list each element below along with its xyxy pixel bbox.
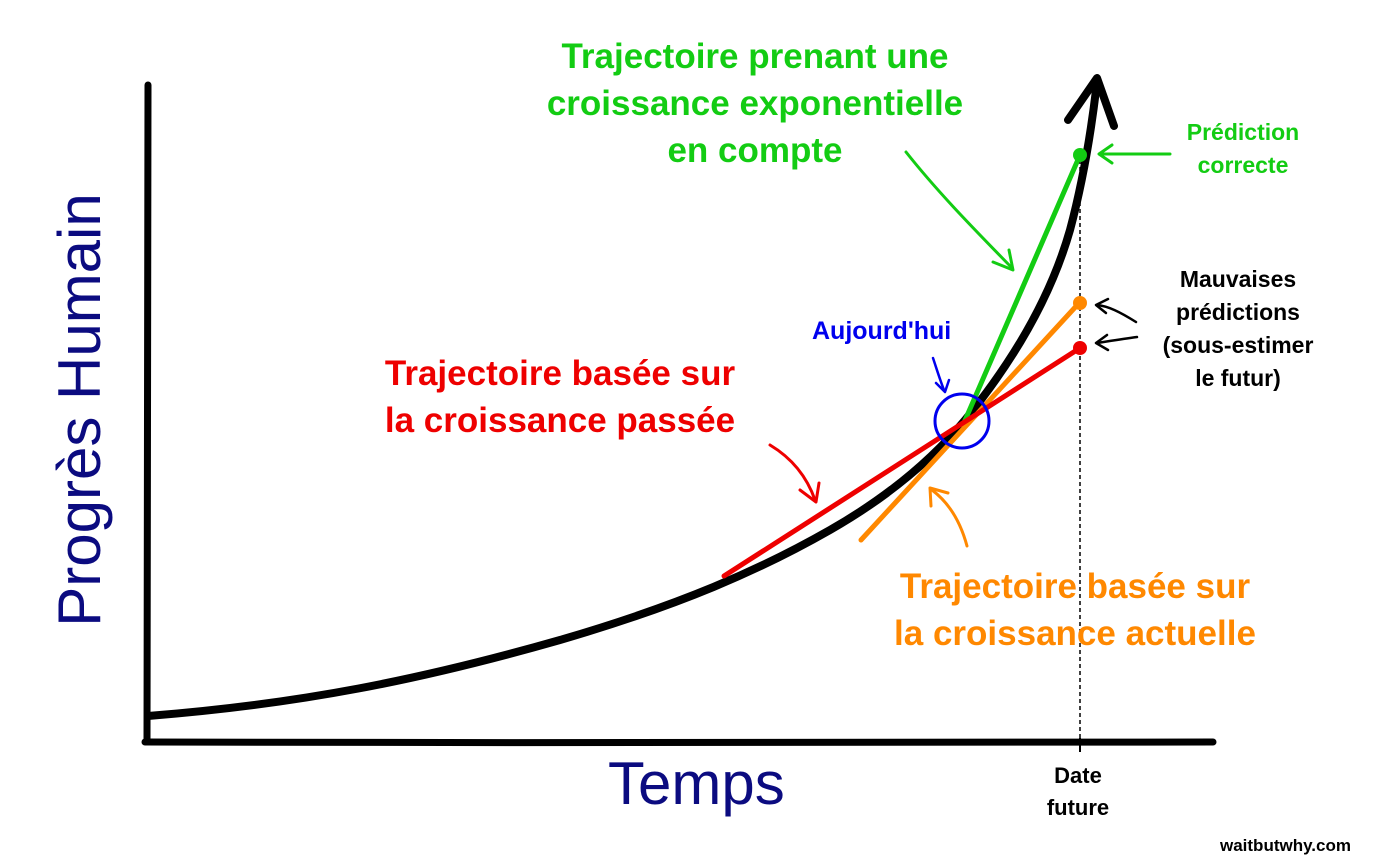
past-trajectory-label: Trajectoire basée sur la croissance pass… (330, 350, 790, 444)
bad-predictions-label: Mauvaises prédictions (sous-estimer le f… (1138, 263, 1338, 395)
bad-prediction-arrow-1 (1095, 303, 1138, 324)
correct-prediction-label: Prédiction correcte (1163, 116, 1323, 182)
red-pointer-arrow (768, 443, 817, 502)
green-pointer-arrow (904, 150, 1014, 270)
current-label-line-2: la croissance actuelle (894, 614, 1256, 653)
progress-curve (144, 86, 1100, 720)
bad-prediction-arrowhead-1 (1094, 297, 1110, 315)
current-trajectory-label: Trajectoire basée sur la croissance actu… (845, 563, 1305, 657)
past-label-line-2: la croissance passée (384, 401, 736, 440)
correct-prediction-arrowhead (1097, 143, 1114, 165)
current-label-line-1: Trajectoire basée sur (899, 567, 1251, 606)
current-prediction-point (1073, 296, 1087, 310)
curve-arrowhead (1064, 74, 1118, 130)
y-axis-title: Progrès Humain (46, 193, 113, 627)
correct-prediction-line-2: correcte (1197, 152, 1289, 178)
past-label-line-1: Trajectoire basée sur (384, 354, 736, 393)
orange-pointer-arrowhead (928, 486, 950, 508)
bad-predictions-line-4: le futur) (1195, 365, 1281, 391)
green-pointer-arrowhead (991, 248, 1015, 272)
bad-predictions-line-1: Mauvaises (1179, 266, 1297, 292)
x-axis (141, 738, 1217, 747)
exponential-label-line-3: en compte (667, 131, 843, 170)
bad-predictions-line-3: (sous-estimer (1162, 332, 1314, 358)
exponential-trajectory-label: Trajectoire prenant une croissance expon… (500, 33, 1010, 174)
x-axis-title: Temps (608, 750, 785, 817)
future-date-label-line-2: future (1046, 795, 1110, 820)
past-trajectory-line (721, 345, 1083, 579)
site-credit: waitbutwhy.com (1220, 836, 1351, 855)
past-prediction-point (1073, 341, 1087, 355)
today-circle (933, 392, 991, 450)
future-date-label: Date future (1028, 760, 1128, 824)
exponential-trajectory-line (960, 152, 1083, 428)
bad-predictions-line-2: prédictions (1176, 299, 1300, 325)
future-date-label-line-1: Date (1054, 763, 1102, 788)
correct-prediction-point (1073, 148, 1087, 162)
red-pointer-arrowhead (798, 481, 821, 504)
bad-prediction-arrow-2 (1095, 335, 1139, 345)
today-pointer-arrowhead (934, 378, 951, 394)
correct-prediction-line-1: Prédiction (1186, 119, 1300, 145)
exponential-label-line-1: Trajectoire prenant une (561, 37, 949, 76)
bad-prediction-arrowhead-2 (1094, 333, 1110, 352)
today-pointer-arrow (931, 356, 946, 392)
exponential-label-line-2: croissance exponentielle (546, 84, 964, 123)
today-label: Aujourd'hui (812, 317, 952, 345)
orange-pointer-arrow (930, 488, 969, 548)
y-axis (143, 81, 152, 746)
